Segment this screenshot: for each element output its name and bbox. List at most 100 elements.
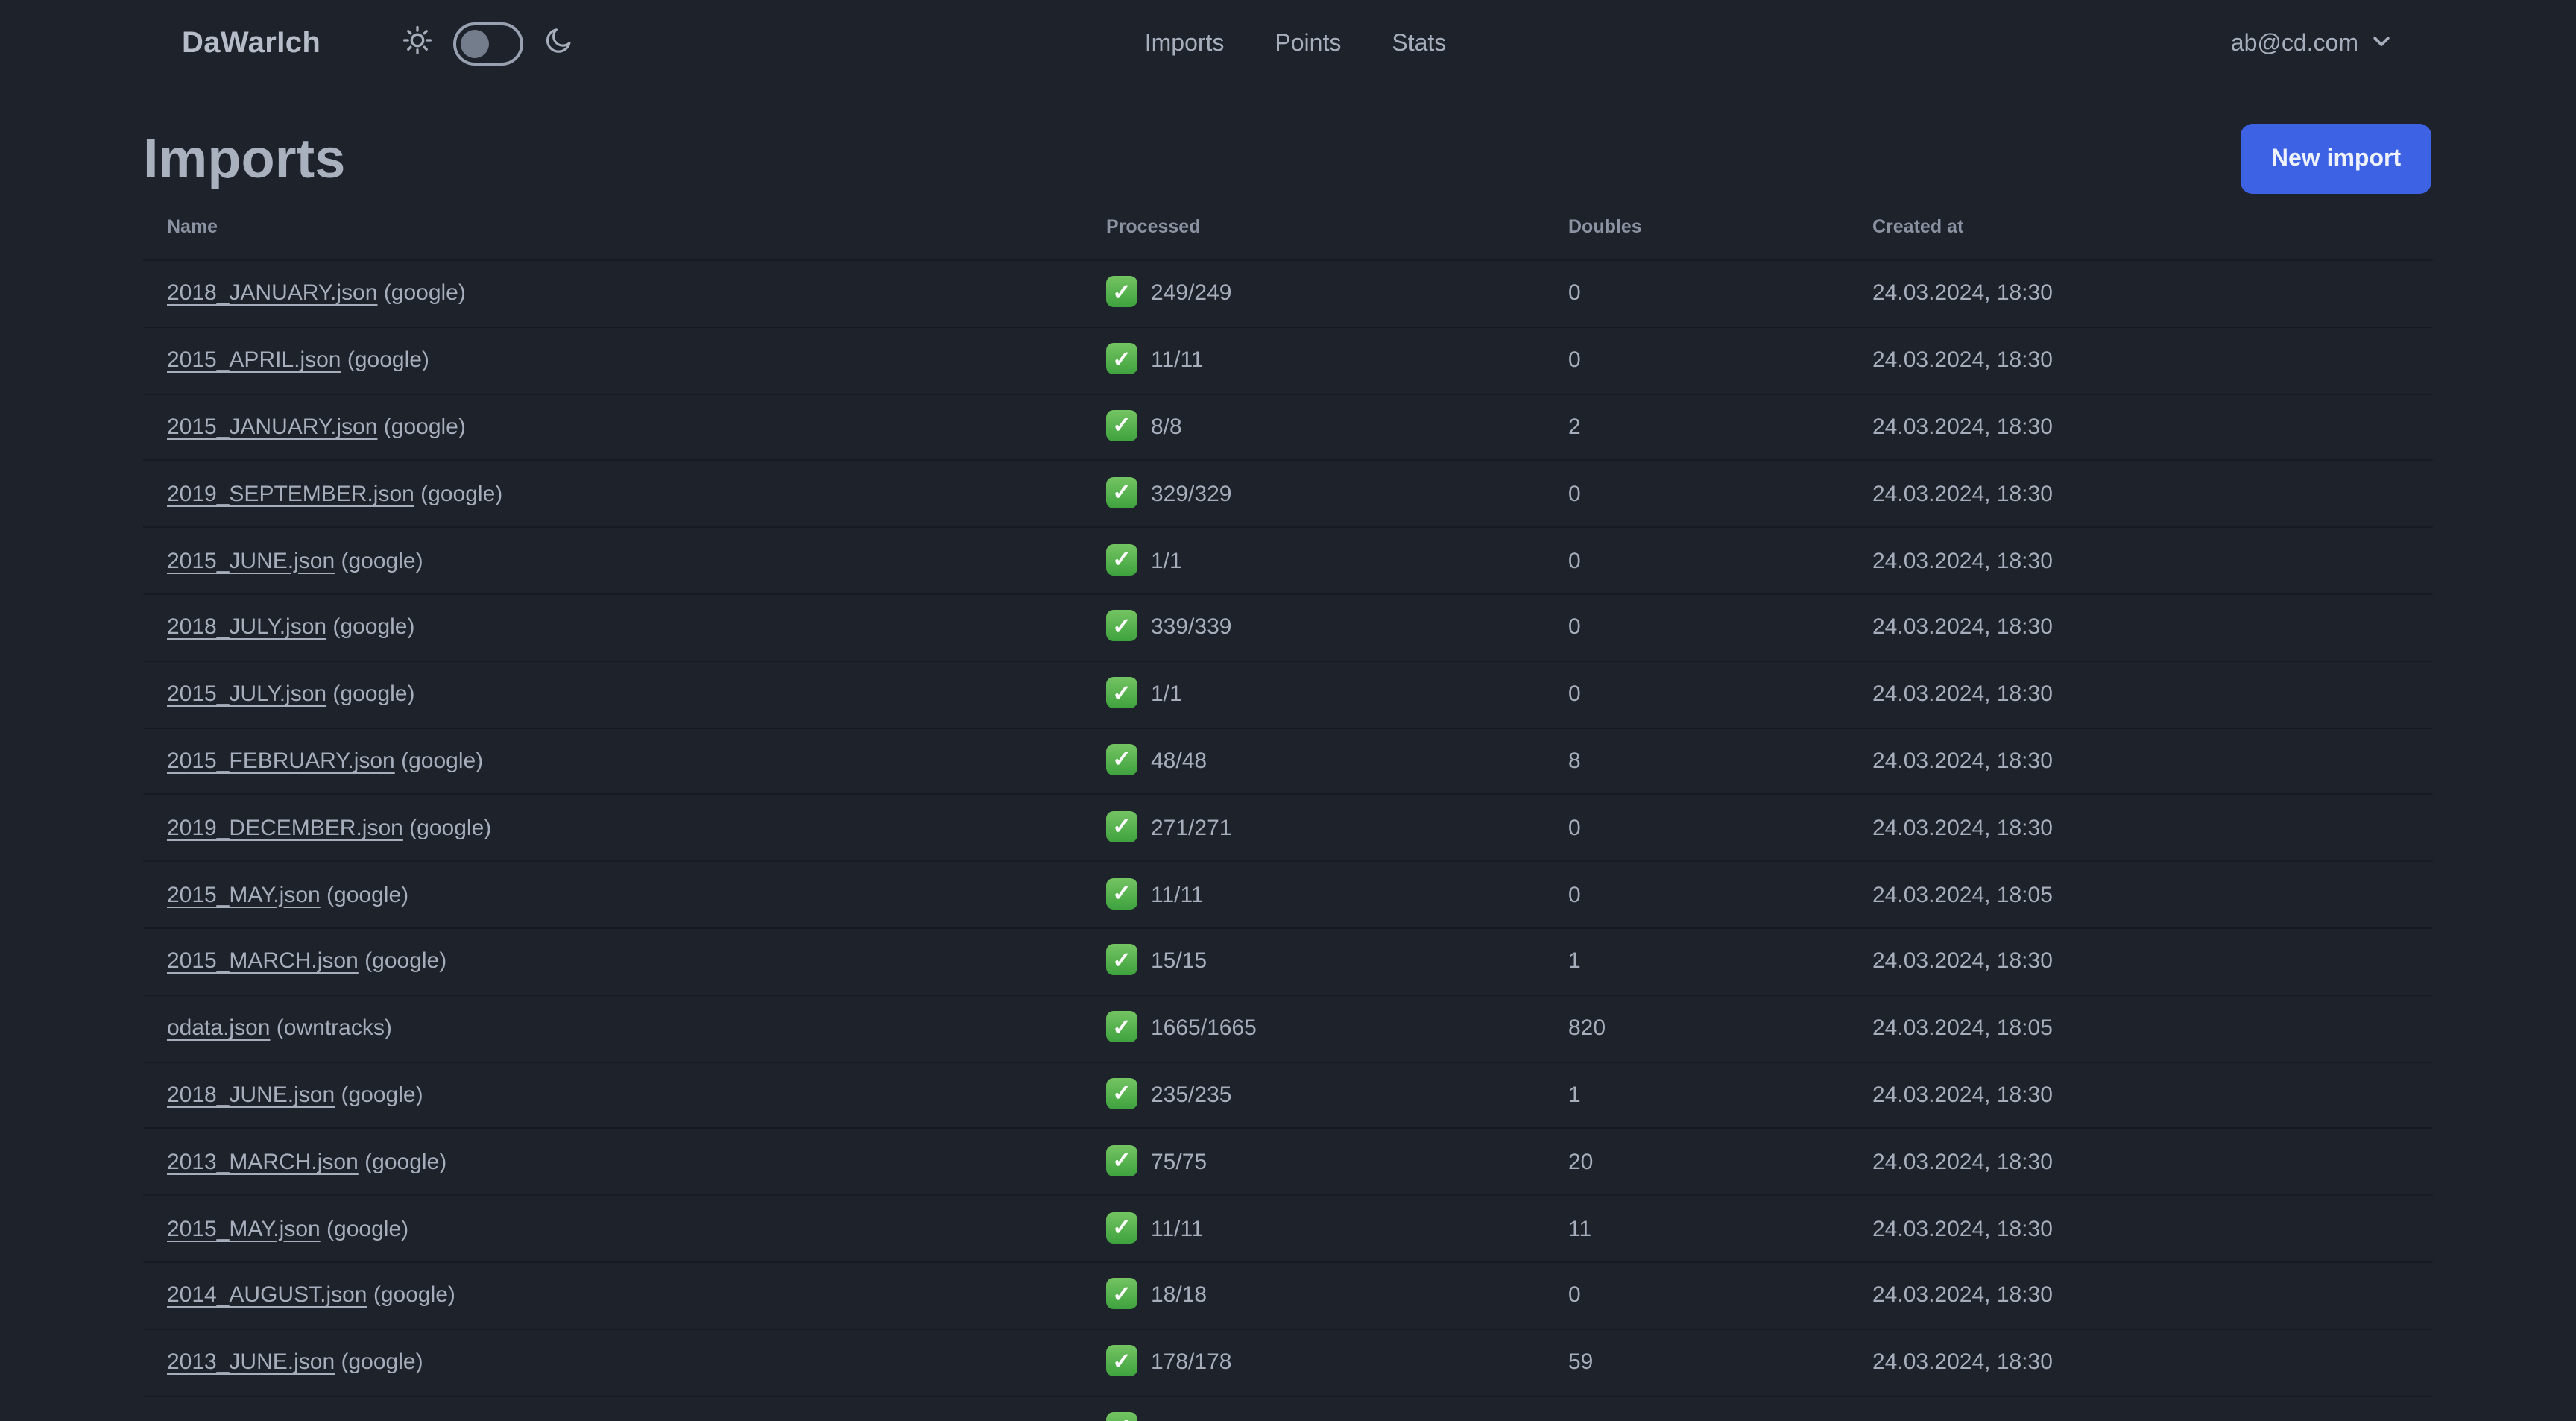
import-name-cell: 2015_FEBRUARY.json (google): [143, 728, 1106, 795]
import-file-link[interactable]: 2015_JANUARY.json: [167, 414, 378, 440]
table-row: 2015_FEBRUARY.json (google) ✓ 48/48 8 24.03.…: [143, 728, 2433, 795]
user-email: ab@cd.com: [2230, 31, 2358, 56]
success-check-icon: ✓: [1106, 1011, 1137, 1043]
created-at-cell: 24.03.2024, 18:30: [1872, 260, 2433, 328]
processed-cell: ✓ 48/48: [1106, 728, 1568, 795]
import-file-link[interactable]: 2013_JUNE.json: [167, 1349, 335, 1376]
import-source: (google): [320, 882, 409, 908]
created-at-cell: 24.03.2024, 18:30: [1872, 327, 2433, 395]
import-name-cell: 2015_JUNE.json (google): [143, 527, 1106, 595]
column-header-name: Name: [143, 192, 1106, 261]
table-row: odata.json (owntracks) ✓ 1665/1665 820 24.03…: [143, 995, 2433, 1063]
import-name-cell: 2015_APRIL.json (google): [143, 327, 1106, 395]
processed-count: 1665/1665: [1151, 1015, 1257, 1042]
processed-count: 75/75: [1151, 1149, 1208, 1175]
doubles-cell: 0: [1568, 260, 1872, 328]
import-file-link[interactable]: 2018_JANUARY.json: [167, 280, 378, 306]
created-at-cell: 24.03.2024, 18:30: [1872, 593, 2433, 662]
import-source: (google): [358, 948, 447, 974]
brand-logo[interactable]: DaWarIch: [182, 27, 321, 60]
processed-cell: ✓ 329/329: [1106, 460, 1568, 529]
new-import-button[interactable]: New import: [2241, 124, 2431, 194]
chevron-down-icon: [2370, 29, 2393, 59]
success-check-icon: ✓: [1106, 276, 1137, 308]
created-at-cell: 24.03.2024, 18:30: [1872, 1261, 2433, 1330]
doubles-cell: 1: [1568, 1062, 1872, 1129]
created-at-cell: 24.03.2024, 18:30: [1872, 1062, 2433, 1129]
import-file-link[interactable]: 2015_JUNE.json: [167, 548, 335, 574]
import-source: (google): [335, 548, 423, 574]
table-header-row: Name Processed Doubles Created at: [143, 192, 2433, 261]
success-check-icon: ✓: [1106, 1411, 1137, 1421]
processed-cell: ✓ 75/75: [1106, 1128, 1568, 1197]
processed-cell: ✓ 8/8: [1106, 394, 1568, 461]
import-file-link[interactable]: 2015_FEBRUARY.json: [167, 748, 395, 774]
processed-count: 11/11: [1151, 1216, 1204, 1242]
import-name-cell: 2019_SEPTEMBER.json (google): [143, 460, 1106, 529]
table-row: 2015_MAY.json (google) ✓ 11/11 11 24.03.2024…: [143, 1195, 2433, 1263]
created-at-cell: 24.03.2024, 18:30: [1872, 794, 2433, 863]
import-source: (google): [341, 347, 429, 374]
success-check-icon: ✓: [1106, 743, 1137, 775]
import-name-cell: 2018_JANUARY.json (google): [143, 260, 1106, 328]
nav-item-stats[interactable]: Stats: [1392, 31, 1447, 56]
success-check-icon: ✓: [1106, 476, 1137, 508]
doubles-cell: 820: [1568, 995, 1872, 1063]
created-at-cell: 24.03.2024, 18:30: [1872, 394, 2433, 461]
import-file-link[interactable]: 2015_MAY.json: [167, 1216, 321, 1242]
moon-icon: [543, 25, 574, 63]
nav-item-points[interactable]: Points: [1275, 31, 1342, 56]
import-file-link[interactable]: 2019_SEPTEMBER.json: [167, 481, 414, 507]
processed-cell: ✓ 271/271: [1106, 794, 1568, 863]
import-file-link[interactable]: 2015_APRIL.json: [167, 347, 341, 374]
table-body: 2018_JANUARY.json (google) ✓ 249/249 0 24.03…: [143, 260, 2433, 1421]
doubles-cell: 2: [1568, 394, 1872, 461]
success-check-icon: ✓: [1106, 343, 1137, 375]
import-file-link[interactable]: 2015_JULY.json: [167, 681, 327, 708]
theme-toggle[interactable]: [453, 22, 524, 66]
import-source: (google): [326, 681, 415, 708]
import-file-link[interactable]: 2019_DECEMBER.json: [167, 815, 403, 841]
created-at-cell: 24.03.2024, 18:30: [1872, 1128, 2433, 1197]
import-file-link[interactable]: 2013_MARCH.json: [167, 1149, 359, 1175]
doubles-cell: 0: [1568, 460, 1872, 529]
success-check-icon: ✓: [1106, 944, 1137, 976]
import-name-cell: 2013_JUNE.json (google): [143, 1329, 1106, 1397]
import-source: (google): [358, 1149, 447, 1175]
processed-cell: ✓ 1665/1665: [1106, 995, 1568, 1063]
table-row: 2019_DECEMBER.json (google) ✓ 271/271 0 24.0…: [143, 794, 2433, 863]
table-row: 2015_MARCH.json (google) ✓ 15/15 1 24.03.202…: [143, 927, 2433, 996]
success-check-icon: ✓: [1106, 1345, 1137, 1377]
import-source: (google): [414, 481, 503, 507]
table-row: 2019_SEPTEMBER.json (google) ✓ 329/329 0 24.…: [143, 460, 2433, 529]
processed-count: 1/1: [1151, 681, 1182, 708]
import-name-cell: 2014_AUGUST.json (google): [143, 1261, 1106, 1330]
navbar: DaWarIch: [0, 0, 2576, 88]
success-check-icon: ✓: [1106, 1278, 1137, 1310]
nav-item-imports[interactable]: Imports: [1144, 31, 1225, 56]
import-file-link[interactable]: 2015_MAY.json: [167, 882, 321, 908]
processed-count: 8/8: [1151, 414, 1182, 440]
created-at-cell: 24.03.2024, 18:30: [1872, 460, 2433, 529]
created-at-cell: 24.03.2024, 18:05: [1872, 995, 2433, 1063]
import-file-link[interactable]: 2015_MARCH.json: [167, 948, 359, 974]
table-row: 2018_JULY.json (google) ✓ 339/339 0 24.03.20…: [143, 593, 2433, 662]
import-file-link[interactable]: 2014_AUGUST.json: [167, 1282, 367, 1308]
table-row: 2013_JUNE.json (google) ✓ 178/178 59 24.03.2…: [143, 1329, 2433, 1397]
processed-count: 11/11: [1151, 347, 1204, 374]
success-check-icon: ✓: [1106, 1144, 1137, 1176]
processed-cell: ✓ 18/18: [1106, 1261, 1568, 1330]
processed-count: 271/271: [1151, 815, 1232, 841]
success-check-icon: ✓: [1106, 409, 1137, 441]
import-file-link[interactable]: 2018_JULY.json: [167, 614, 327, 640]
import-file-link[interactable]: odata.json: [167, 1015, 271, 1042]
processed-count: 235/235: [1151, 1082, 1232, 1108]
import-source: (google): [326, 614, 415, 640]
column-header-processed: Processed: [1106, 192, 1568, 261]
import-file-link[interactable]: 2018_JUNE.json: [167, 1082, 335, 1108]
user-menu[interactable]: ab@cd.com: [2231, 0, 2393, 88]
doubles-cell: 0: [1568, 661, 1872, 729]
main-content: Imports Name Processed Doubles Created a…: [143, 127, 2433, 1421]
import-source: (google): [377, 414, 466, 440]
